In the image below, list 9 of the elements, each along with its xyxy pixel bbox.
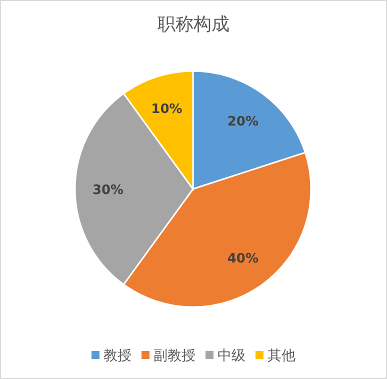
data-label: 40%	[227, 252, 258, 267]
data-label: 10%	[151, 102, 182, 118]
legend-label: 其他	[268, 348, 296, 364]
chart-title: 职称构成	[158, 14, 230, 35]
data-label: 30%	[92, 183, 124, 198]
legend-label: 中级	[218, 348, 246, 364]
data-label: 20%	[227, 114, 258, 130]
legend-label: 副教授	[154, 348, 196, 364]
legend-label: 教授	[104, 348, 132, 364]
